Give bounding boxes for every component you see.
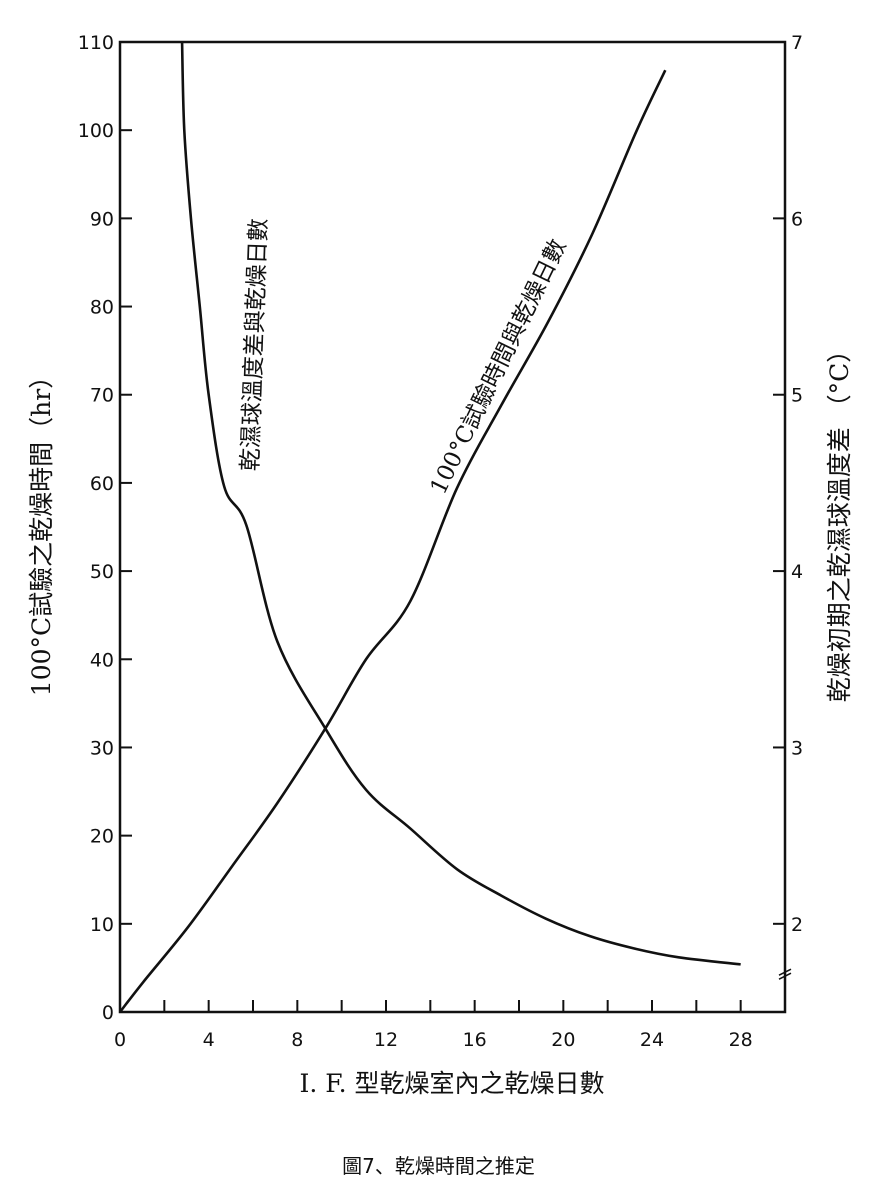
x-tick-label: 24 xyxy=(640,1029,664,1051)
y-left-tick-label: 0 xyxy=(102,1002,114,1024)
y-left-tick-label: 70 xyxy=(90,385,114,407)
temperature-curve-line xyxy=(180,41,741,966)
x-tick-label: 4 xyxy=(203,1029,215,1051)
y-left-axis-title: 100°C試驗之乾燥時間（hr） xyxy=(27,364,56,696)
y-right-tick-label: 4 xyxy=(791,561,803,583)
series xyxy=(118,41,741,1013)
ticks: 0 4 8 12 16 20 24 28 0 10 20 30 40 50 60 70 80 90 100 110 2 3… xyxy=(78,32,803,1051)
x-tick-label: 16 xyxy=(463,1029,487,1051)
y-left-tick-label: 20 xyxy=(90,826,114,848)
y-right-tick-label: 2 xyxy=(791,914,803,936)
x-tick-label: 28 xyxy=(729,1029,753,1051)
y-left-tick-label: 10 xyxy=(90,914,114,936)
annotation-temperature-curve: 乾濕球溫度差與乾燥日數 xyxy=(238,218,273,472)
axis-break-mark xyxy=(778,968,792,976)
x-tick-label: 20 xyxy=(551,1029,575,1051)
y-right-tick-label: 3 xyxy=(791,737,803,759)
x-axis-title: I. F. 型乾燥室內之乾燥日數 xyxy=(299,1069,604,1098)
y-right-axis-title: 乾燥初期之乾濕球溫度差 （°C） xyxy=(825,338,854,703)
annotation-time-curve: 100°C試驗時間與乾燥日數 xyxy=(426,235,572,498)
y-right-tick-label: 6 xyxy=(791,208,803,230)
y-left-tick-label: 90 xyxy=(90,208,114,230)
time-curve-line xyxy=(118,69,667,1013)
x-tick-label: 12 xyxy=(374,1029,398,1051)
y-left-tick-label: 100 xyxy=(78,120,114,142)
axis-break-mark xyxy=(778,972,792,980)
x-tick-label: 0 xyxy=(114,1029,126,1051)
y-left-tick-label: 50 xyxy=(90,561,114,583)
y-left-tick-label: 60 xyxy=(90,473,114,495)
plot-frame xyxy=(118,40,787,1014)
y-right-tick-label: 5 xyxy=(791,385,803,407)
y-left-tick-label: 40 xyxy=(90,649,114,671)
figure-caption: 圖7、乾燥時間之推定 xyxy=(342,1154,535,1178)
y-left-tick-label: 80 xyxy=(90,297,114,319)
y-right-tick-label: 7 xyxy=(791,32,803,54)
y-left-tick-label: 30 xyxy=(90,737,114,759)
y-left-tick-label: 110 xyxy=(78,32,114,54)
x-tick-label: 8 xyxy=(291,1029,303,1051)
